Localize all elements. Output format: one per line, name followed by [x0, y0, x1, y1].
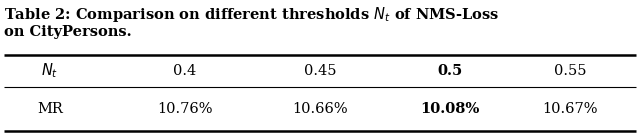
Text: 10.67%: 10.67%	[542, 102, 598, 116]
Text: $N_t$: $N_t$	[42, 62, 59, 80]
Text: 10.66%: 10.66%	[292, 102, 348, 116]
Text: 0.55: 0.55	[554, 64, 586, 78]
Text: 0.5: 0.5	[437, 64, 463, 78]
Text: 0.4: 0.4	[173, 64, 196, 78]
Text: 0.45: 0.45	[304, 64, 336, 78]
Text: MR: MR	[37, 102, 63, 116]
Text: 10.08%: 10.08%	[420, 102, 480, 116]
Text: Table 2: Comparison on different thresholds $N_t$ of NMS-Loss: Table 2: Comparison on different thresho…	[4, 5, 499, 24]
Text: on CityPersons.: on CityPersons.	[4, 25, 132, 39]
Text: 10.76%: 10.76%	[157, 102, 212, 116]
